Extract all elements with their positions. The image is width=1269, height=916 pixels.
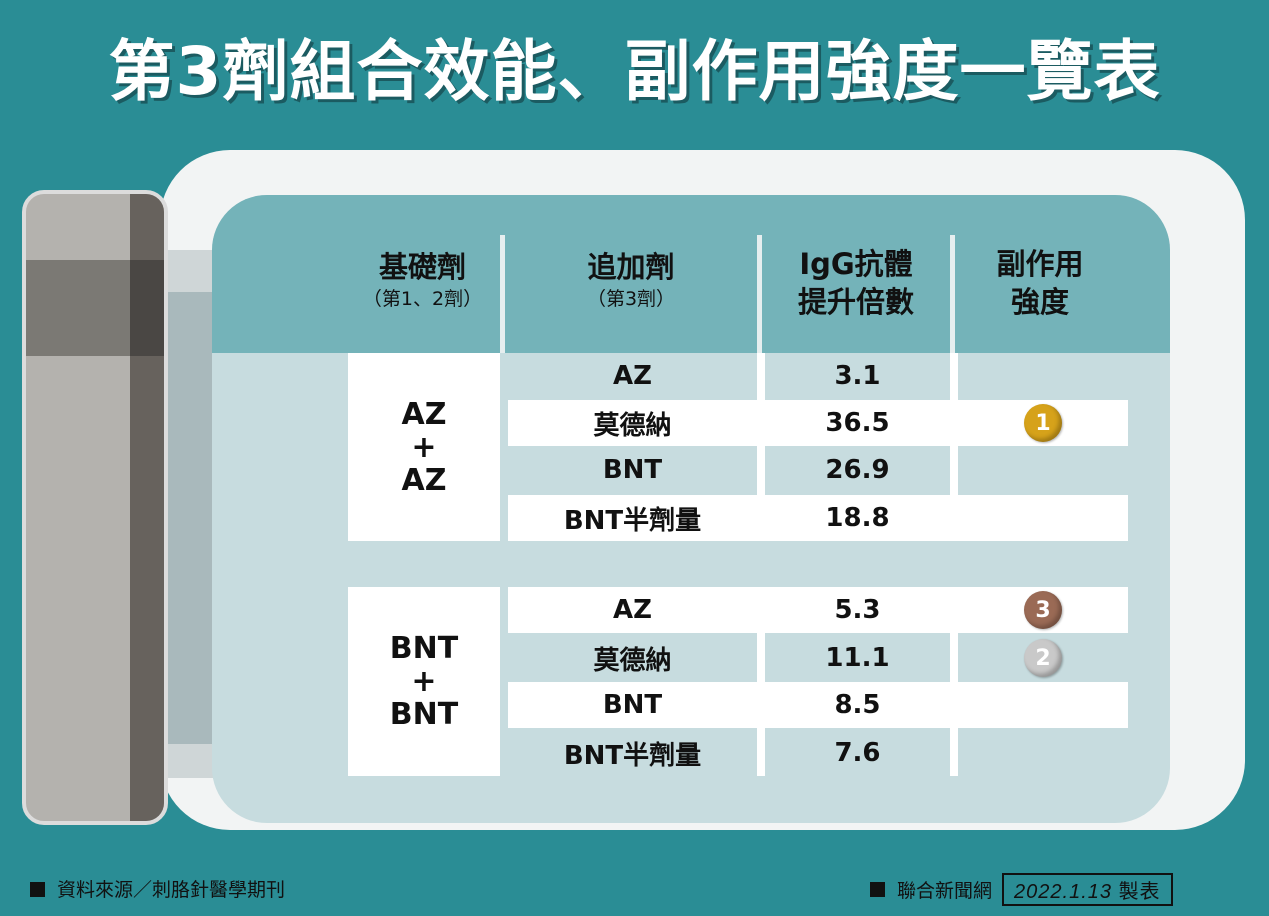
side-effect-cell: 2 [958,635,1128,681]
bottle-cap-icon [22,190,168,825]
column-divider [950,353,958,541]
bronze-medal-icon: 3 [1024,591,1062,629]
side-effect-cell [958,495,1128,541]
igg-cell: 3.1 [834,361,881,391]
igg-cell: 36.5 [765,400,950,446]
table-header-band [212,195,1170,353]
booster-cell: AZ [508,587,757,633]
square-bullet-icon [870,882,885,897]
base-cell-az: AZ + AZ [348,353,500,541]
bottle-neck-bottom [168,744,220,778]
igg-cell: 26.9 [825,455,890,485]
igg-cell: 11.1 [825,643,890,673]
booster-cell: BNT半劑量 [508,495,757,541]
side-effect-cell: 1 [958,400,1128,446]
header-booster: 追加劑 （第3劑） [586,250,676,310]
igg-cell: 5.3 [765,587,950,633]
igg-cell: 8.5 [765,682,950,728]
gold-medal-icon: 1 [1024,404,1062,442]
footer-credit: 聯合新聞網 2022.1.13 製表 [870,873,1173,906]
booster-cell: BNT [602,455,663,485]
column-divider [950,587,958,776]
igg-cell: 18.8 [765,495,950,541]
bottle-neck [168,292,220,744]
page-title: 第3劑組合效能、副作用強度一覽表 [108,33,1161,110]
header-divider [950,235,955,353]
header-base: 基礎劑 （第1、2劑） [362,250,483,310]
column-divider [757,353,765,541]
side-effect-cell [958,682,1128,728]
booster-cell: BNT [508,682,757,728]
column-divider [757,587,765,776]
date-box: 2022.1.13 製表 [1002,873,1173,906]
bottle-neck-top [168,250,220,292]
square-bullet-icon [30,882,45,897]
side-effect-cell: 3 [958,587,1128,633]
booster-cell: 莫德納 [593,645,672,676]
header-side-effect: 副作用 強度 [996,247,1084,319]
booster-cell: BNT半劑量 [563,740,702,771]
igg-cell: 7.6 [834,738,881,768]
silver-medal-icon: 2 [1024,639,1062,677]
booster-cell: 莫德納 [508,400,757,446]
header-divider [757,235,762,353]
booster-cell: AZ [613,361,652,391]
base-cell-bnt: BNT + BNT [348,587,500,776]
footer-source: 資料來源／刺胳針醫學期刊 [30,875,285,902]
header-igg: IgG抗體 提升倍數 [797,247,914,319]
header-divider [500,235,505,353]
